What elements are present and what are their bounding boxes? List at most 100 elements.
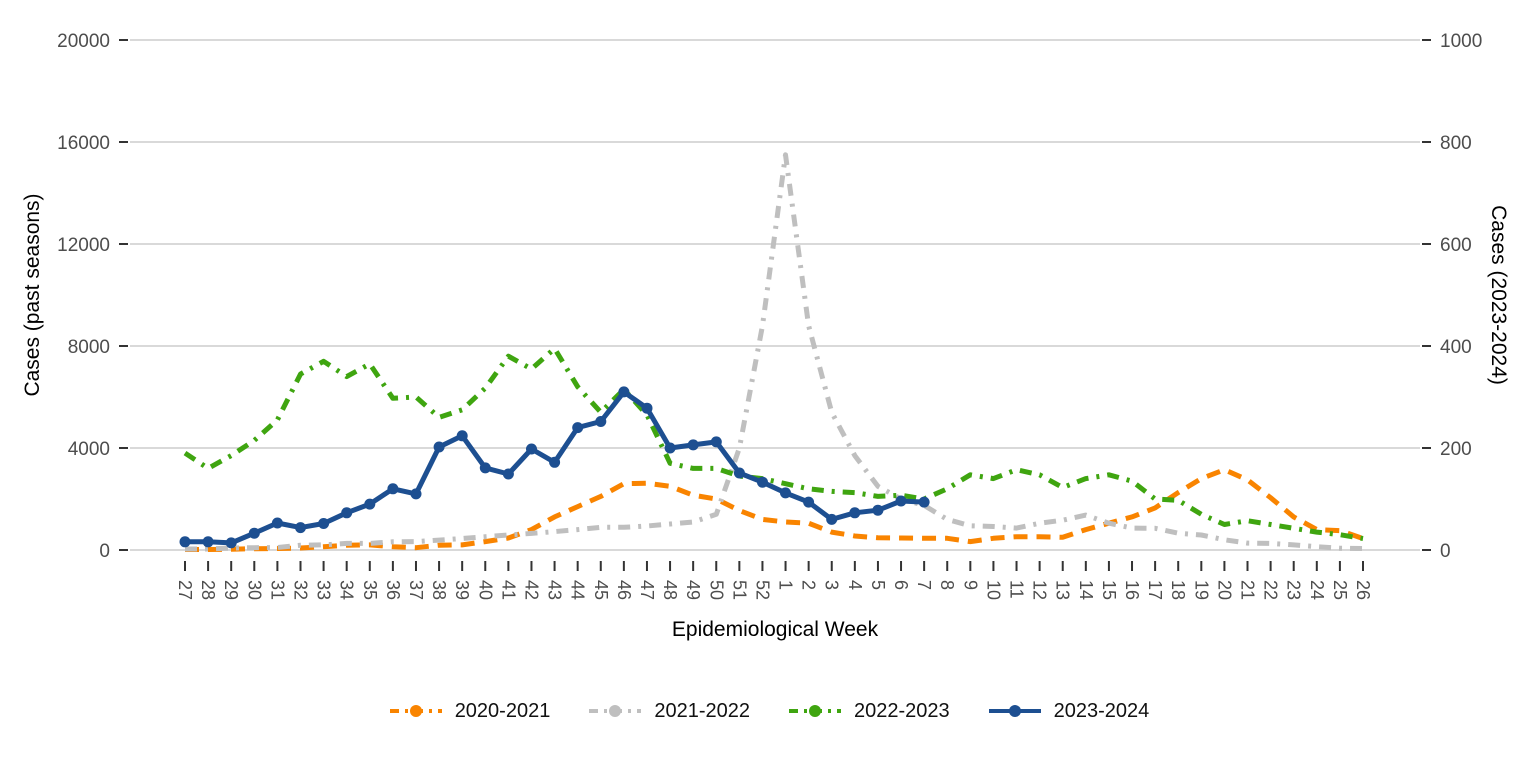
x-tick-label: 18 [1168,580,1188,600]
x-tick-label: 48 [660,580,680,600]
data-point-marker-2023-2024 [572,422,584,434]
x-tick-label: 21 [1238,580,1258,600]
x-tick-label: 52 [752,580,772,600]
data-point-marker-2023-2024 [918,496,930,508]
x-tick-label: 45 [591,580,611,600]
x-tick-label: 34 [337,580,357,600]
legend-key-2020-2021 [389,705,442,717]
x-tick-label: 11 [1007,580,1027,599]
series-line-2020-2021 [185,467,1364,552]
legend-item-2021-2022: 2021-2022 [586,698,750,724]
legend-key-dot [809,705,821,717]
y-tick-label-left: 16000 [57,133,110,154]
y-axis-title-right: Cases (2023-2024) [1487,205,1510,385]
x-tick-label: 17 [1145,580,1165,600]
legend-key-dot [609,705,622,717]
x-tick-label: 38 [429,580,449,600]
legend-key-dot [1008,705,1021,717]
y-tick-label-right: 600 [1440,235,1472,256]
x-tick-label: 5 [868,580,888,590]
data-point-marker-2023-2024 [387,483,399,495]
series-line-2021-2022 [185,152,1364,552]
y-tick-label-right: 0 [1440,541,1451,562]
x-tick-label: 31 [267,580,287,600]
x-tick-label: 30 [244,580,264,600]
data-point-marker-2023-2024 [271,517,283,529]
x-tick-label: 2 [799,580,819,590]
y-tick-label-left: 20000 [57,31,110,52]
data-point-marker-2023-2024 [318,518,330,529]
data-point-marker-2023-2024 [549,456,561,468]
x-tick-label: 51 [729,580,749,600]
x-tick-label: 19 [1191,580,1211,600]
x-tick-label: 42 [521,580,541,600]
x-tick-label: 26 [1353,580,1373,600]
data-point-marker-2023-2024 [502,468,514,480]
x-tick-label: 16 [1122,580,1142,600]
x-tick-label: 32 [290,580,310,600]
legend-item-2020-2021: 2020-2021 [387,698,551,724]
data-point-marker-2023-2024 [664,442,676,454]
x-tick-label: 10 [983,580,1003,600]
x-tick-label: 23 [1284,580,1304,600]
x-tick-label: 20 [1214,580,1234,600]
x-tick-label: 8 [937,580,957,590]
legend-key-2021-2022 [589,705,642,717]
x-tick-label: 47 [637,580,657,600]
data-point-marker-2023-2024 [456,430,468,442]
legend: 2020-2021 2021-2022 2022-2023 2023-2024 [0,698,1536,724]
data-point-marker-2023-2024 [872,504,884,516]
data-point-marker-2023-2024 [248,527,260,539]
data-point-marker-2023-2024 [410,488,422,500]
x-tick-label: 4 [845,580,865,590]
x-tick-label: 36 [383,580,403,600]
y-axis-title-left: Cases (past seasons) [21,193,44,397]
y-tick-label-left: 12000 [57,235,110,256]
data-point-marker-2023-2024 [687,439,699,451]
series-line-2022-2023 [183,346,1364,541]
x-tick-label: 22 [1261,580,1281,600]
y-tick-label-left: 4000 [68,439,110,460]
data-point-marker-2023-2024 [179,536,191,548]
x-tick-label: 33 [314,580,334,600]
data-point-marker-2023-2024 [641,402,653,414]
data-point-marker-2023-2024 [710,436,722,448]
data-point-marker-2023-2024 [364,498,376,510]
x-tick-label: 3 [822,580,842,590]
x-axis-title: Epidemiological Week [671,618,879,641]
legend-label: 2023-2024 [1053,699,1150,722]
x-tick-label: 14 [1076,580,1096,600]
x-tick-label: 43 [545,580,565,600]
data-point-marker-2023-2024 [803,496,815,508]
y-tick-label-left: 0 [99,541,110,562]
x-tick-label: 24 [1307,580,1327,600]
y-tick-label-right: 1000 [1440,31,1482,52]
x-tick-label: 13 [1053,580,1073,600]
y-tick-label-right: 200 [1440,439,1472,460]
data-point-marker-2023-2024 [895,495,907,507]
data-point-marker-2023-2024 [202,536,214,548]
data-point-marker-2023-2024 [733,467,745,479]
data-point-marker-2023-2024 [826,513,838,525]
x-tick-label: 12 [1030,580,1050,600]
x-tick-label: 6 [891,580,911,590]
x-tick-label: 15 [1099,580,1119,600]
data-point-marker-2023-2024 [595,416,607,427]
x-tick-label: 25 [1330,580,1350,600]
x-tick-label: 28 [198,580,218,600]
x-tick-label: 50 [706,580,726,600]
x-tick-label: 7 [914,580,934,590]
data-point-marker-2023-2024 [757,476,768,488]
legend-label: 2021-2022 [654,699,750,722]
x-tick-label: 37 [406,580,426,600]
x-tick-label: 1 [776,580,796,590]
legend-item-2022-2023: 2022-2023 [786,698,950,724]
data-point-marker-2023-2024 [341,507,353,519]
data-point-marker-2023-2024 [618,386,630,398]
x-tick-label: 44 [568,580,588,600]
y-tick-label-right: 400 [1440,337,1472,358]
x-tick-label: 27 [175,580,195,600]
legend-label: 2020-2021 [454,699,551,722]
legend-label: 2022-2023 [854,699,950,722]
